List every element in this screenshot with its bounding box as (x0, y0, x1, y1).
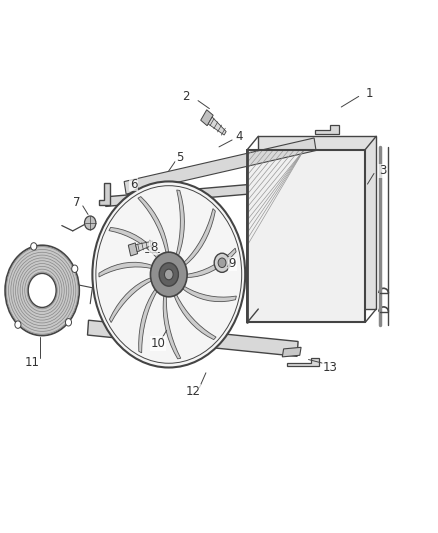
Text: 2: 2 (183, 90, 190, 103)
Polygon shape (201, 110, 213, 126)
Text: 5: 5 (176, 151, 184, 164)
Polygon shape (181, 285, 237, 302)
Polygon shape (208, 117, 226, 135)
Polygon shape (183, 208, 215, 266)
Circle shape (150, 252, 187, 297)
Circle shape (15, 321, 21, 328)
Circle shape (159, 263, 178, 286)
Polygon shape (99, 183, 110, 205)
Text: 3: 3 (379, 164, 386, 177)
Polygon shape (124, 138, 316, 194)
Polygon shape (128, 243, 138, 256)
Polygon shape (247, 150, 365, 322)
Polygon shape (163, 294, 181, 359)
Polygon shape (185, 248, 236, 278)
Polygon shape (136, 241, 153, 252)
Polygon shape (138, 197, 169, 254)
Polygon shape (105, 184, 247, 206)
Polygon shape (139, 288, 158, 353)
Polygon shape (315, 125, 339, 134)
Text: 8: 8 (150, 241, 157, 254)
Polygon shape (99, 262, 154, 277)
Text: 4: 4 (235, 130, 242, 143)
Text: 6: 6 (130, 177, 138, 191)
Polygon shape (88, 320, 298, 357)
Circle shape (218, 258, 226, 268)
Text: 1: 1 (366, 87, 373, 100)
Circle shape (85, 216, 96, 230)
Text: 11: 11 (25, 356, 39, 369)
Polygon shape (173, 293, 216, 340)
Polygon shape (176, 190, 184, 257)
Circle shape (5, 245, 79, 336)
Circle shape (28, 273, 56, 308)
Circle shape (92, 181, 245, 368)
Polygon shape (109, 228, 160, 259)
Text: 13: 13 (323, 361, 338, 374)
Circle shape (31, 243, 37, 250)
Text: 12: 12 (185, 385, 200, 398)
Circle shape (65, 319, 71, 326)
Polygon shape (258, 136, 376, 309)
Polygon shape (287, 359, 319, 366)
Text: 9: 9 (228, 257, 236, 270)
Circle shape (214, 253, 230, 272)
Circle shape (72, 265, 78, 272)
Text: 10: 10 (150, 337, 165, 350)
Polygon shape (110, 277, 153, 322)
Text: 7: 7 (73, 196, 81, 209)
Polygon shape (283, 348, 301, 357)
Circle shape (164, 269, 173, 280)
